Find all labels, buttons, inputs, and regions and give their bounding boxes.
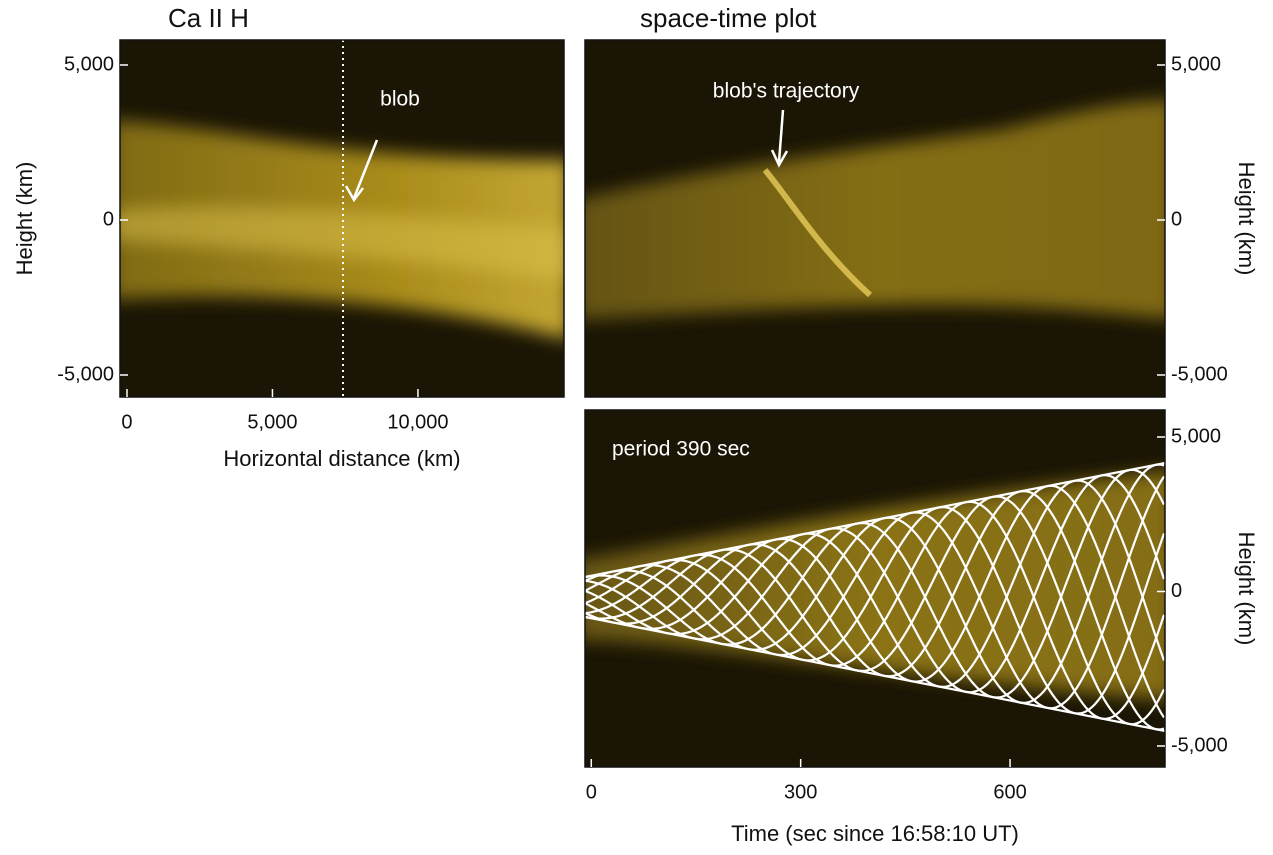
figure: Ca II H -5,000 0 5,000 0 5,000 10,000 Horizonta…: [0, 0, 1273, 855]
x-tick-label: 300: [784, 781, 817, 803]
y-tick-label: 0: [1171, 208, 1182, 230]
x-tick-label: 5,000: [247, 411, 297, 433]
y-tick-label: 5,000: [1171, 53, 1221, 75]
y-axis-label: Height (km): [1234, 162, 1259, 276]
y-tick-label: -5,000: [1171, 734, 1228, 756]
x-axis-label: Horizontal distance (km): [223, 446, 460, 471]
x-tick-label: 0: [586, 781, 597, 803]
x-tick-label: 10,000: [387, 411, 448, 433]
y-tick-label: 5,000: [1171, 425, 1221, 447]
annotation: blob: [380, 88, 420, 111]
y-axis-label: Height (km): [12, 162, 37, 276]
x-axis-label: Time (sec since 16:58:10 UT): [731, 821, 1019, 846]
x-tick-label: 0: [121, 411, 132, 433]
y-tick-label: 0: [103, 208, 114, 230]
image-panel: [575, 410, 1175, 767]
panel-title: Ca II H: [168, 3, 249, 33]
y-tick-label: -5,000: [57, 363, 114, 385]
annotation: blob's trajectory: [713, 80, 860, 103]
image-panel: [110, 40, 570, 397]
x-tick-label: 600: [993, 781, 1026, 803]
y-tick-label: -5,000: [1171, 363, 1228, 385]
y-axis-label: Height (km): [1234, 532, 1259, 646]
image-panel: [575, 40, 1175, 397]
y-tick-label: 5,000: [64, 53, 114, 75]
panel-title: space-time plot: [640, 3, 817, 33]
annotation: period 390 sec: [612, 438, 750, 461]
y-tick-label: 0: [1171, 580, 1182, 602]
